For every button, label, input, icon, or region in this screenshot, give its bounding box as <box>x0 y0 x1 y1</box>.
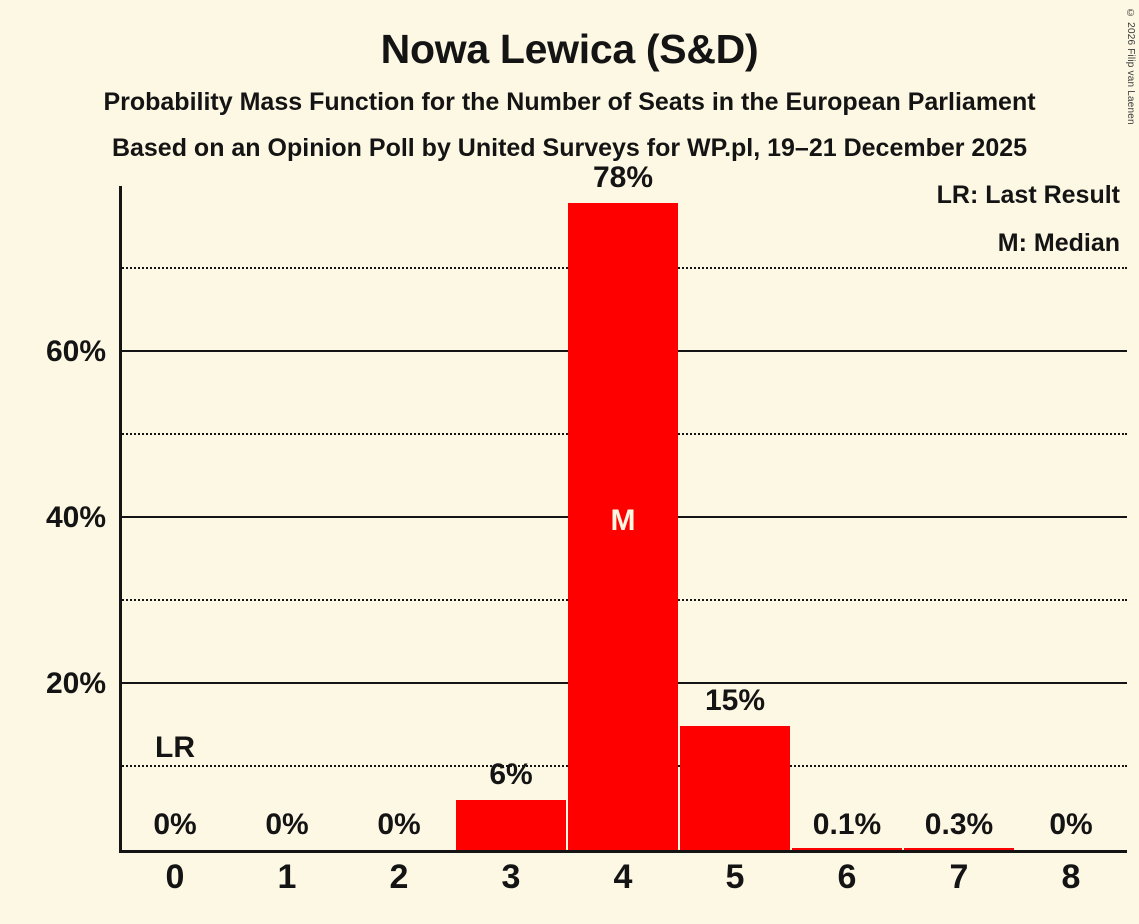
y-tick-label-40pct: 40% <box>45 501 106 534</box>
bar-seats-7[interactable] <box>904 847 1014 850</box>
x-tick-label-2: 2 <box>389 858 409 896</box>
bar-seats-5[interactable] <box>680 725 790 850</box>
chart-subtitle: Probability Mass Function for the Number… <box>103 88 1036 117</box>
bar-seats-6[interactable] <box>792 848 902 850</box>
x-tick-label-8: 8 <box>1061 858 1081 896</box>
x-tick-label-6: 6 <box>837 858 857 896</box>
y-tick-label-60pct: 60% <box>45 335 106 368</box>
legend-item-last-result: LR: Last Result <box>936 181 1120 209</box>
bar-value-label-2: 0% <box>377 808 421 841</box>
x-tick-label-4: 4 <box>613 858 633 896</box>
copyright-notice: © 2026 Filip van Laenen <box>1125 8 1136 125</box>
y-tick-label-20pct: 20% <box>45 667 106 700</box>
x-tick-label-1: 1 <box>277 858 297 896</box>
bar-value-label-6: 0.1% <box>812 808 882 841</box>
last-result-marker: LR <box>155 731 195 764</box>
median-marker: M <box>610 504 636 537</box>
bar-value-label-7: 0.3% <box>924 808 994 841</box>
x-tick-label-0: 0 <box>165 858 185 896</box>
page-title: Nowa Lewica (S&D) <box>380 26 759 72</box>
chart-plot-area: 20% 40% 60% 0% 0% 0% 6% 78% 15% 0.1% 0.3% 0% M LR 0 1… <box>46 161 1127 896</box>
bar-seats-3[interactable] <box>456 800 566 850</box>
bar-value-label-8: 0% <box>1049 808 1093 841</box>
x-tick-label-5: 5 <box>725 858 745 896</box>
bar-value-label-3: 6% <box>489 758 533 792</box>
x-tick-label-7: 7 <box>949 858 969 896</box>
chart-header: Nowa Lewica (S&D) Probability Mass Funct… <box>0 0 1139 163</box>
bar-value-label-1: 0% <box>265 808 309 841</box>
chart-legend: LR: Last Result M: Median <box>937 183 1120 256</box>
bar-value-label-4: 78% <box>592 160 654 194</box>
legend-item-median: M: Median <box>997 229 1120 257</box>
x-axis-line <box>119 850 1127 853</box>
y-axis-line <box>119 186 122 850</box>
bar-value-label-5: 15% <box>704 683 766 717</box>
chart-source-subtitle: Based on an Opinion Poll by United Surve… <box>111 133 1028 162</box>
bar-value-label-0: 0% <box>153 808 197 841</box>
x-tick-label-3: 3 <box>501 858 521 896</box>
bar-seats-4[interactable] <box>568 202 678 850</box>
